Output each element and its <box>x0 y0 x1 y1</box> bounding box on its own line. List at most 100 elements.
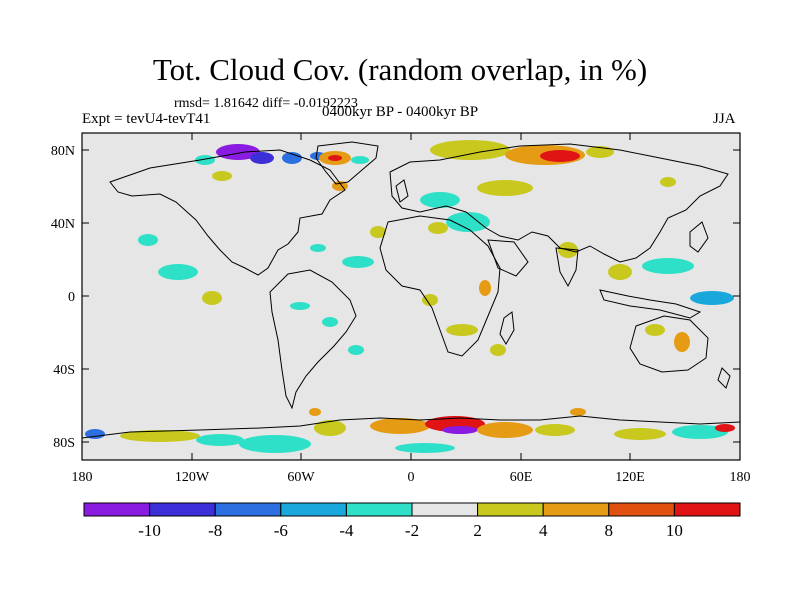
coastline-madagascar <box>499 311 515 345</box>
coastline-japan <box>689 221 709 253</box>
anomaly-patch <box>309 408 321 416</box>
anomaly-patch <box>479 280 491 296</box>
anomaly-patch <box>477 180 533 196</box>
coastline-uk <box>395 179 409 203</box>
lon-tick-label: 0 <box>408 470 415 485</box>
lat-tick-label: 40S <box>53 363 75 378</box>
anomaly-patch <box>348 345 364 355</box>
anomaly-patch <box>608 264 632 280</box>
coastline-greenland <box>315 141 379 185</box>
lon-tick-label: 120W <box>175 470 210 485</box>
coastline-indonesia <box>599 289 702 319</box>
colorbar-label: -6 <box>274 521 288 540</box>
colorbar-label: 4 <box>539 521 548 540</box>
colorbar-boxes <box>83 502 741 517</box>
anomaly-patch <box>282 152 302 164</box>
anomaly-patch <box>351 156 369 164</box>
anomaly-patch <box>442 426 478 434</box>
colorbar-box <box>280 502 347 517</box>
anomaly-patch <box>120 430 200 442</box>
anomaly-patch <box>570 408 586 416</box>
anomaly-patch <box>328 155 342 161</box>
coastline-india <box>555 247 579 288</box>
anomaly-patch <box>422 294 438 306</box>
anomaly-patch <box>310 244 326 252</box>
coastline-antarctica <box>81 415 741 439</box>
colorbar-label: -8 <box>208 521 222 540</box>
lon-tick-label: 180 <box>730 470 751 485</box>
anomaly-patch <box>428 222 448 234</box>
anomaly-patch <box>202 291 222 305</box>
anomaly-patch <box>446 324 478 336</box>
colorbar-box <box>542 502 610 517</box>
anomaly-patch <box>196 434 244 446</box>
colorbar-label: -4 <box>339 521 354 540</box>
anomaly-patch <box>642 258 694 274</box>
coastline-new-zealand <box>717 367 731 389</box>
anomaly-patch <box>535 424 575 436</box>
lon-tick-label: 180 <box>72 470 93 485</box>
lon-tick-label: 120E <box>615 470 645 485</box>
lon-labels: 180 120W 60W 0 60E 120E 180 <box>72 470 751 485</box>
anomaly-patch <box>446 212 490 232</box>
coastline-eurasia <box>389 143 729 263</box>
anomaly-patch <box>239 435 311 453</box>
anomaly-patch <box>216 144 260 160</box>
lat-tick-label: 40N <box>51 217 75 232</box>
anomaly-patch <box>314 420 346 436</box>
lat-tick-label: 80S <box>53 436 75 451</box>
experiment-label: Expt = tevU4-tevT41 <box>82 111 211 127</box>
coastlines <box>81 141 741 439</box>
coastline-north-america <box>109 149 346 276</box>
colorbar-box <box>149 502 216 517</box>
lat-labels: 80N 40N 0 40S 80S <box>51 144 75 451</box>
anomaly-patch <box>322 317 338 327</box>
colorbar-label: -2 <box>405 521 419 540</box>
lon-tick-label: 60W <box>287 470 315 485</box>
tick-marks <box>81 133 741 460</box>
colorbar-box <box>345 502 413 517</box>
anomaly-patch <box>290 302 310 310</box>
coastline-africa <box>379 215 501 357</box>
lat-tick-label: 0 <box>68 290 75 305</box>
anomaly-patch <box>195 155 215 165</box>
anomaly-patch <box>212 171 232 181</box>
coastline-arabia <box>487 239 529 277</box>
anomaly-patch <box>477 422 533 438</box>
colorbar-box <box>411 502 479 517</box>
anomaly-patch <box>672 425 728 439</box>
colorbar-label: -10 <box>138 521 161 540</box>
anomaly-patch <box>138 234 158 246</box>
anomaly-patch <box>342 256 374 268</box>
lat-tick-label: 80N <box>51 144 75 159</box>
anomaly-patch <box>690 291 734 305</box>
colorbar-box <box>214 502 282 517</box>
anomaly-patch <box>540 150 580 162</box>
anomaly-patch <box>660 177 676 187</box>
lon-tick-label: 60E <box>510 470 533 485</box>
anomaly-patch <box>674 332 690 352</box>
colorbar-labels: -10 -8 -6 -4 -2 2 4 8 10 <box>138 521 683 540</box>
colorbar-box <box>477 502 544 517</box>
anomaly-patch <box>715 424 735 432</box>
anomaly-patch <box>430 140 510 160</box>
anomaly-patch <box>645 324 665 336</box>
colorbar-label: 2 <box>473 521 482 540</box>
anomaly-patch <box>250 152 274 164</box>
colorbar-label: 8 <box>605 521 614 540</box>
anomaly-fields <box>85 140 735 453</box>
anomaly-patch <box>420 192 460 208</box>
season-label: JJA <box>713 111 736 127</box>
colorbar-label: 10 <box>666 521 683 540</box>
stats-label: rmsd= 1.81642 diff= -0.0192223 <box>174 96 358 111</box>
coastline-australia <box>629 315 709 373</box>
colorbar-box <box>608 502 675 517</box>
anomaly-patch <box>614 428 666 440</box>
coastline-south-america <box>269 269 357 410</box>
colorbar-box <box>673 502 741 517</box>
period-label: 0400kyr BP - 0400kyr BP <box>322 104 479 120</box>
chart-title: Tot. Cloud Cov. (random overlap, in %) <box>152 52 648 87</box>
anomaly-patch <box>586 146 614 158</box>
